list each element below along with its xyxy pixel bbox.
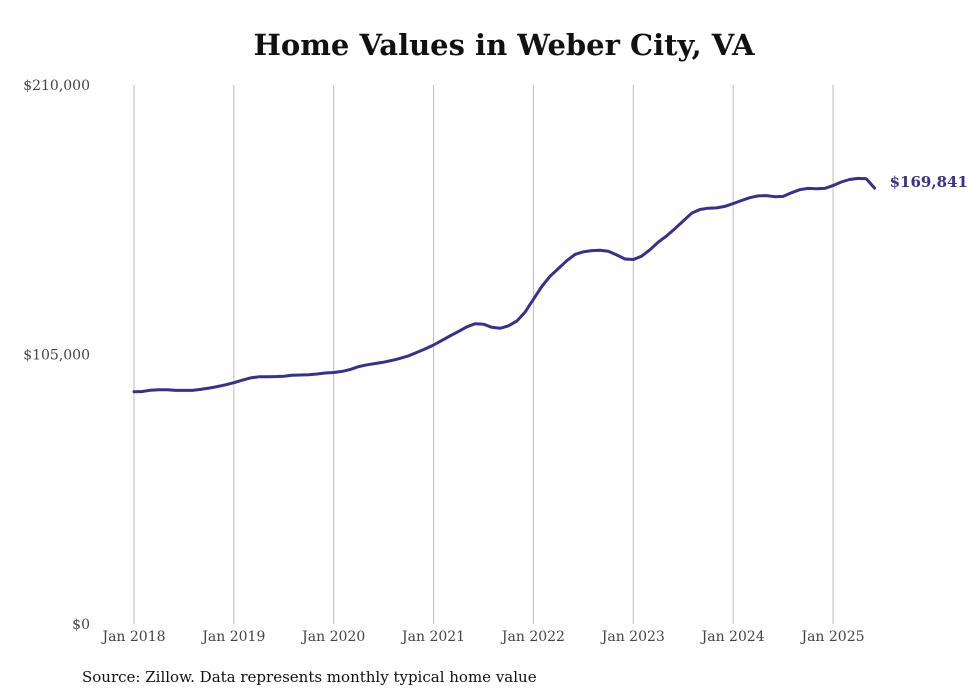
x-tick-label: Jan 2023 — [600, 629, 665, 645]
y-axis-ticks: $0 $105,000 $210,000 — [23, 78, 90, 633]
x-tick-label: Jan 2018 — [100, 629, 165, 645]
x-tick-label: Jan 2022 — [500, 629, 565, 645]
home-value-line — [132, 176, 877, 394]
x-axis-ticks: Jan 2018 Jan 2019 Jan 2020 Jan 2021 Jan 2022… — [100, 629, 864, 645]
x-tick-label: Jan 2020 — [300, 629, 365, 645]
x-tick-label: Jan 2019 — [200, 629, 265, 645]
x-tick-label: Jan 2021 — [400, 629, 465, 645]
y-tick-label: $210,000 — [23, 78, 90, 94]
y-tick-label: $0 — [72, 617, 90, 633]
x-tick-label: Jan 2024 — [700, 629, 765, 645]
x-tick-label: Jan 2025 — [799, 629, 864, 645]
chart-title: Home Values in Weber City, VA — [253, 28, 755, 62]
y-tick-label: $105,000 — [23, 348, 90, 364]
source-note: Source: Zillow. Data represents monthly … — [82, 668, 537, 686]
latest-value-label: $169,841 — [890, 173, 968, 191]
gridlines — [133, 85, 834, 624]
line-chart: $0$105,000$210,000 Jan 2018 Jan 2019 Jan 2… — [23, 78, 968, 645]
